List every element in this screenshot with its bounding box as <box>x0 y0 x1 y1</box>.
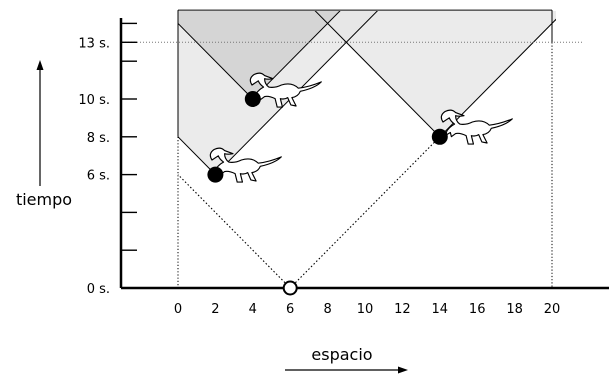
x-tick-label-12: 12 <box>394 302 411 317</box>
x-tick-label-2: 2 <box>211 302 219 317</box>
y-axis-arrowhead <box>36 60 44 70</box>
x-tick-label-18: 18 <box>506 302 523 317</box>
y-tick-label-6: 6 s. <box>87 169 110 184</box>
y-axis: 0 s. 6 s. 8 s. 10 s. 13 s. <box>78 18 137 297</box>
y-tick-label-13: 13 s. <box>78 36 110 51</box>
future-cone-2 <box>178 11 340 99</box>
raptor-3 <box>440 109 513 145</box>
x-axis-title-group: espacio <box>285 345 408 374</box>
origin-right-signal <box>289 136 441 289</box>
cone-edge-left-2 <box>178 22 254 100</box>
origin-left-signal <box>177 174 291 289</box>
sighting-event-1 <box>207 166 224 183</box>
x-tick-label-16: 16 <box>469 302 486 317</box>
dotted-guides <box>122 41 583 289</box>
x-tick-label-8: 8 <box>323 302 331 317</box>
sighting-event-2 <box>244 91 261 107</box>
future-cone-3 <box>315 11 556 137</box>
y-axis-title-group: tiempo <box>16 60 72 209</box>
cone-edge-left-3 <box>314 11 441 138</box>
x-tick-label-10: 10 <box>357 302 374 317</box>
sighting-event-3 <box>431 128 448 145</box>
x-tick-label-6: 6 <box>286 302 294 317</box>
y-tick-label-0: 0 s. <box>87 282 110 297</box>
origin-event <box>282 280 298 296</box>
x-axis-arrowhead <box>398 366 408 374</box>
light-cone-regions <box>178 11 556 175</box>
x-tick-label-14: 14 <box>432 302 449 317</box>
y-tick-label-10: 10 s. <box>78 93 110 108</box>
cone-edge-right-2 <box>252 11 341 100</box>
y-axis-title: tiempo <box>16 190 72 209</box>
x-axis-title: espacio <box>311 345 372 364</box>
top-boundary-band <box>177 9 553 137</box>
x-axis: 0 2 4 6 8 10 12 14 16 18 20 <box>121 286 609 317</box>
x-tick-label-4: 4 <box>249 302 257 317</box>
y-tick-label-8: 8 s. <box>87 131 110 146</box>
x-tick-label-20: 20 <box>544 302 561 317</box>
event-markers <box>207 91 448 296</box>
cone-edge-left-1 <box>178 136 216 175</box>
x-tick-label-0: 0 <box>174 302 182 317</box>
